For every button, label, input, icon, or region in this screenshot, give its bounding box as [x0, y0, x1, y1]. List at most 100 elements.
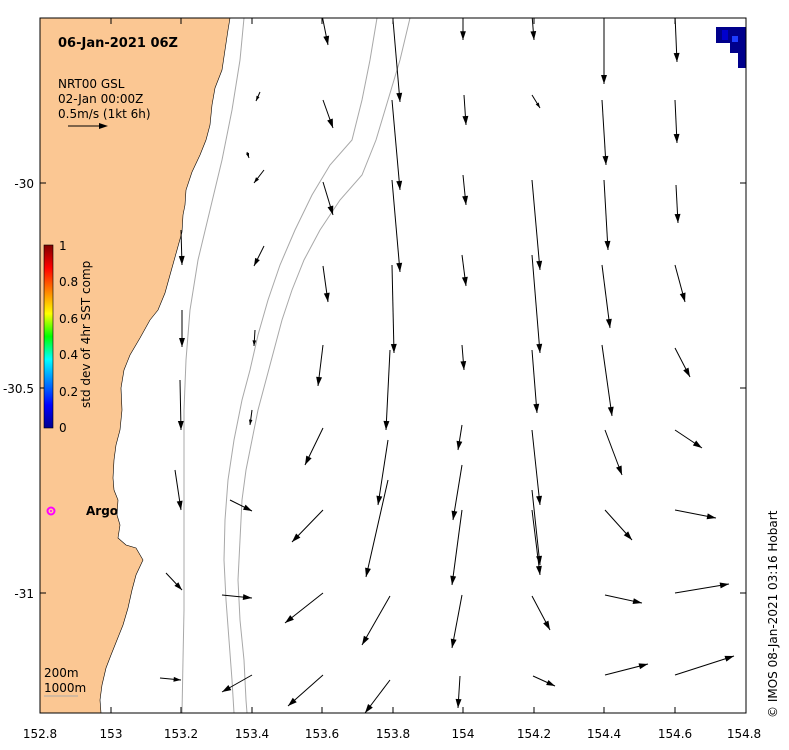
current-arrow: [361, 595, 391, 646]
x-tick-label: 154.4: [587, 727, 621, 741]
current-arrow: [674, 264, 686, 303]
sst-variance-pixels: [716, 27, 746, 68]
current-arrow: [604, 429, 623, 476]
current-arrow: [601, 18, 607, 84]
current-arrow: [376, 439, 389, 506]
colorbar-tick: 1: [59, 239, 67, 253]
source-date: 02-Jan 00:00Z: [58, 92, 143, 106]
current-arrow: [531, 349, 540, 414]
current-arrow: [178, 229, 185, 266]
current-arrow: [451, 464, 463, 521]
current-arrow: [450, 594, 463, 649]
current-arrow: [322, 99, 334, 129]
argo-float-marker: [46, 506, 56, 516]
colorbar-tick: 0: [59, 421, 67, 435]
map-title: 06-Jan-2021 06Z: [58, 36, 178, 51]
colorbar: 0 0.2 0.4 0.6 0.8 1 std dev of 4hr SST c…: [43, 239, 93, 435]
scale-label: 0.5m/s (1kt 6h): [58, 107, 151, 121]
colorbar-tick: 0.4: [59, 348, 78, 362]
current-arrow: [291, 509, 324, 543]
colorbar-tick: 0.8: [59, 275, 78, 289]
current-arrow: [532, 675, 556, 687]
x-tick-label: 153.8: [376, 727, 410, 741]
current-arrow: [531, 429, 542, 506]
current-arrow: [462, 94, 469, 126]
x-tick-label: 153.4: [235, 727, 269, 741]
current-arrow: [531, 509, 542, 576]
bathy-contour-shelf: [181, 18, 245, 713]
current-arrow: [391, 99, 403, 191]
current-arrow: [460, 344, 467, 371]
x-axis-labels: 152.8 153 153.2 153.4 153.6 153.8 154 15…: [23, 727, 761, 741]
current-arrow: [603, 179, 611, 251]
current-arrow: [674, 429, 703, 449]
current-arrow: [253, 169, 265, 184]
source-name: NRT00 GSL: [58, 77, 125, 91]
current-arrow: [322, 265, 330, 303]
current-vectors: [159, 18, 735, 713]
current-arrow: [252, 329, 257, 347]
current-arrow: [365, 479, 389, 578]
current-arrow: [455, 675, 462, 709]
bathy-label-200m: 200m: [44, 666, 79, 680]
bathy-label-1000m: 1000m: [44, 681, 86, 695]
argo-label: Argo: [86, 504, 118, 518]
y-tick-label: -31: [14, 587, 34, 601]
current-arrow: [461, 254, 468, 287]
current-arrow: [229, 499, 253, 512]
x-tick-label: 154: [452, 727, 475, 741]
current-arrow: [304, 427, 324, 466]
y-tick-label: -30: [14, 177, 34, 191]
coastline-land: [40, 18, 231, 713]
current-arrow: [604, 663, 649, 676]
scale-arrow: [68, 123, 108, 129]
current-arrow: [531, 179, 543, 271]
current-arrow: [322, 18, 330, 46]
bathy-contour-1000m: [237, 18, 411, 713]
current-arrow: [174, 469, 183, 511]
x-tick-label: 152.8: [23, 727, 57, 741]
current-arrow: [165, 572, 183, 591]
credit-text: © IMOS 08-Jan-2021 03:16 Hobart: [766, 510, 780, 718]
current-arrow: [391, 179, 403, 273]
current-arrow: [674, 582, 730, 594]
current-arrow: [392, 19, 403, 103]
current-arrow: [316, 344, 324, 387]
current-arrow: [364, 679, 391, 713]
current-arrow: [248, 409, 253, 426]
x-tick-label: 153.6: [305, 727, 339, 741]
colorbar-tick: 0.6: [59, 312, 78, 326]
current-arrow: [673, 99, 680, 144]
x-tick-label: 154.2: [517, 727, 551, 741]
current-arrow: [221, 594, 253, 601]
current-arrow: [601, 344, 614, 417]
current-arrow: [462, 174, 469, 206]
current-arrow: [604, 594, 643, 605]
bathy-contour-200m: [223, 18, 378, 713]
current-arrow: [456, 424, 463, 451]
current-arrow: [531, 595, 551, 631]
current-arrow: [674, 347, 691, 378]
y-tick-label: -30.5: [3, 382, 34, 396]
current-arrow: [674, 184, 681, 224]
current-arrow: [221, 674, 253, 693]
current-arrow: [284, 592, 324, 624]
colorbar-tick: 0.2: [59, 385, 78, 399]
x-tick-label: 153.2: [164, 727, 198, 741]
current-arrow: [450, 509, 463, 586]
current-arrow: [322, 181, 334, 216]
y-axis-labels: -30 -30.5 -31: [3, 177, 34, 601]
current-arrow: [287, 674, 324, 707]
x-tick-label: 154.8: [727, 727, 761, 741]
current-arrow: [530, 18, 537, 41]
x-tick-label: 153: [100, 727, 123, 741]
current-arrow: [177, 379, 184, 431]
current-arrow: [390, 264, 397, 354]
current-arrow: [601, 264, 612, 329]
current-arrow: [383, 349, 391, 431]
current-arrow: [604, 509, 633, 541]
current-arrow: [159, 676, 182, 682]
current-arrow: [601, 99, 609, 166]
current-arrow: [674, 655, 735, 676]
